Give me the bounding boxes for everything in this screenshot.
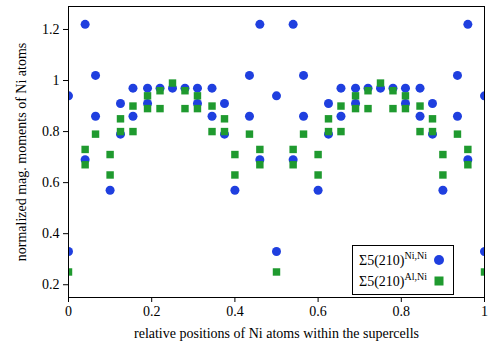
svg-text:0.8: 0.8: [42, 124, 60, 139]
svg-text:0.2: 0.2: [42, 277, 60, 292]
html-text:Σ5(210)Al,Ni: Σ5(210)Al,Ni: [359, 271, 427, 289]
svg-text:0.6: 0.6: [309, 304, 327, 319]
html-text:Σ5(210)Ni,Ni: Σ5(210)Ni,Ni: [359, 250, 427, 268]
svg-text:0.8: 0.8: [393, 304, 411, 319]
svg-text:1: 1: [481, 304, 488, 319]
svg-text:0: 0: [65, 304, 72, 319]
svg-text:relative positions of Ni atoms: relative positions of Ni atoms within th…: [134, 326, 419, 341]
svg-text:0.4: 0.4: [42, 226, 60, 241]
svg-text:0.6: 0.6: [42, 175, 60, 190]
svg-text:0.2: 0.2: [143, 304, 161, 319]
svg-text:normalized mag. moments of Ni: normalized mag. moments of Ni atoms: [14, 43, 29, 262]
svg-text:1: 1: [53, 73, 60, 88]
svg-text:0.4: 0.4: [226, 304, 244, 319]
svg-text:1.2: 1.2: [42, 22, 60, 37]
